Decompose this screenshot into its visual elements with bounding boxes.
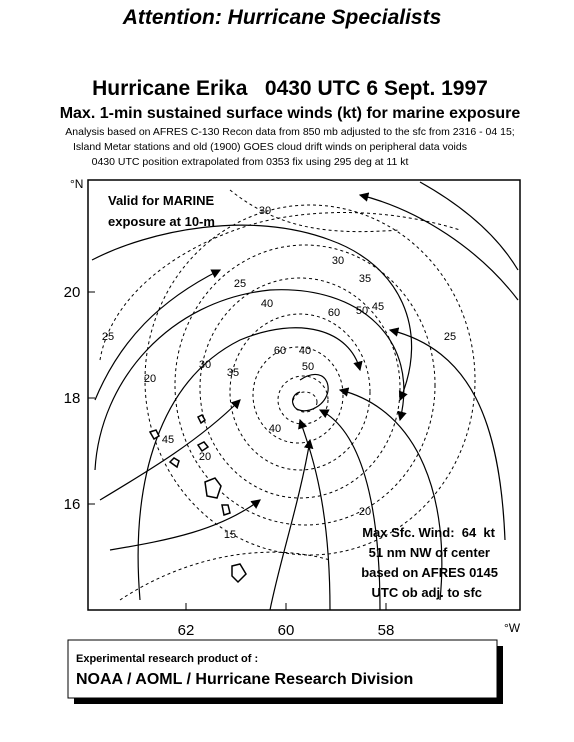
contour-label: 30 — [259, 205, 271, 217]
max-wind-note: UTC ob adj. to sfc — [372, 585, 483, 600]
note: Analysis based on AFRES C-130 Recon data… — [65, 126, 514, 138]
contour-label: 40 — [269, 423, 281, 435]
note: 0430 UTC position extrapolated from 0353… — [92, 156, 409, 168]
max-wind-note: 51 nm NW of center — [369, 545, 490, 560]
map — [87, 179, 521, 611]
contour-label: 60 — [274, 345, 286, 357]
banner: Attention: Hurricane Specialists — [122, 6, 442, 29]
footer-box — [67, 639, 498, 699]
contour-label: 20 — [199, 451, 211, 463]
contour-label: 60 — [328, 307, 340, 319]
footer-line: NOAA / AOML / Hurricane Research Divisio… — [76, 671, 413, 688]
contour-label: 20 — [144, 373, 156, 385]
contour-label: 50 — [302, 361, 314, 373]
title: Hurricane Erika 0430 UTC 6 Sept. 1997 — [92, 77, 488, 100]
contour-label: 35 — [359, 273, 371, 285]
contour-label: 30 — [332, 255, 344, 267]
contour-label: 25 — [234, 278, 246, 290]
contour-label: 40 — [299, 345, 311, 357]
note: Island Metar stations and old (1900) GOE… — [73, 141, 467, 153]
subtitle: Max. 1-min sustained surface winds (kt) … — [60, 105, 521, 122]
lon-tick-label: 60 — [278, 622, 295, 639]
lon-tick-label: 58 — [378, 622, 395, 639]
contour-label: 15 — [224, 529, 236, 541]
lon-tick-label: 62 — [178, 622, 195, 639]
lat-tick-label: 20 — [64, 284, 81, 301]
lat-unit: °N — [70, 177, 83, 191]
lat-tick-label: 18 — [64, 390, 81, 407]
analysis — [91, 181, 519, 610]
lon-unit: °W — [504, 621, 521, 635]
max-wind-note: Max Sfc. Wind: 64 kt — [362, 525, 495, 540]
contour-label: 45 — [372, 301, 384, 313]
contour-label: 45 — [162, 434, 174, 446]
lat-tick-label: 16 — [64, 496, 81, 513]
contour-label: 40 — [261, 298, 273, 310]
contour-label: 35 — [227, 367, 239, 379]
map-frame — [87, 179, 521, 611]
valid-note: Valid for MARINE — [108, 193, 215, 208]
valid-note: exposure at 10-m — [108, 214, 215, 229]
contour-label: 20 — [359, 506, 371, 518]
contour-label: 25 — [102, 331, 114, 343]
contour-label: 50 — [356, 305, 368, 317]
max-wind-note: based on AFRES 0145 — [361, 565, 498, 580]
footer-line: Experimental research product of : — [76, 653, 258, 665]
contour-label: 25 — [444, 331, 456, 343]
contour-label: 30 — [199, 359, 211, 371]
